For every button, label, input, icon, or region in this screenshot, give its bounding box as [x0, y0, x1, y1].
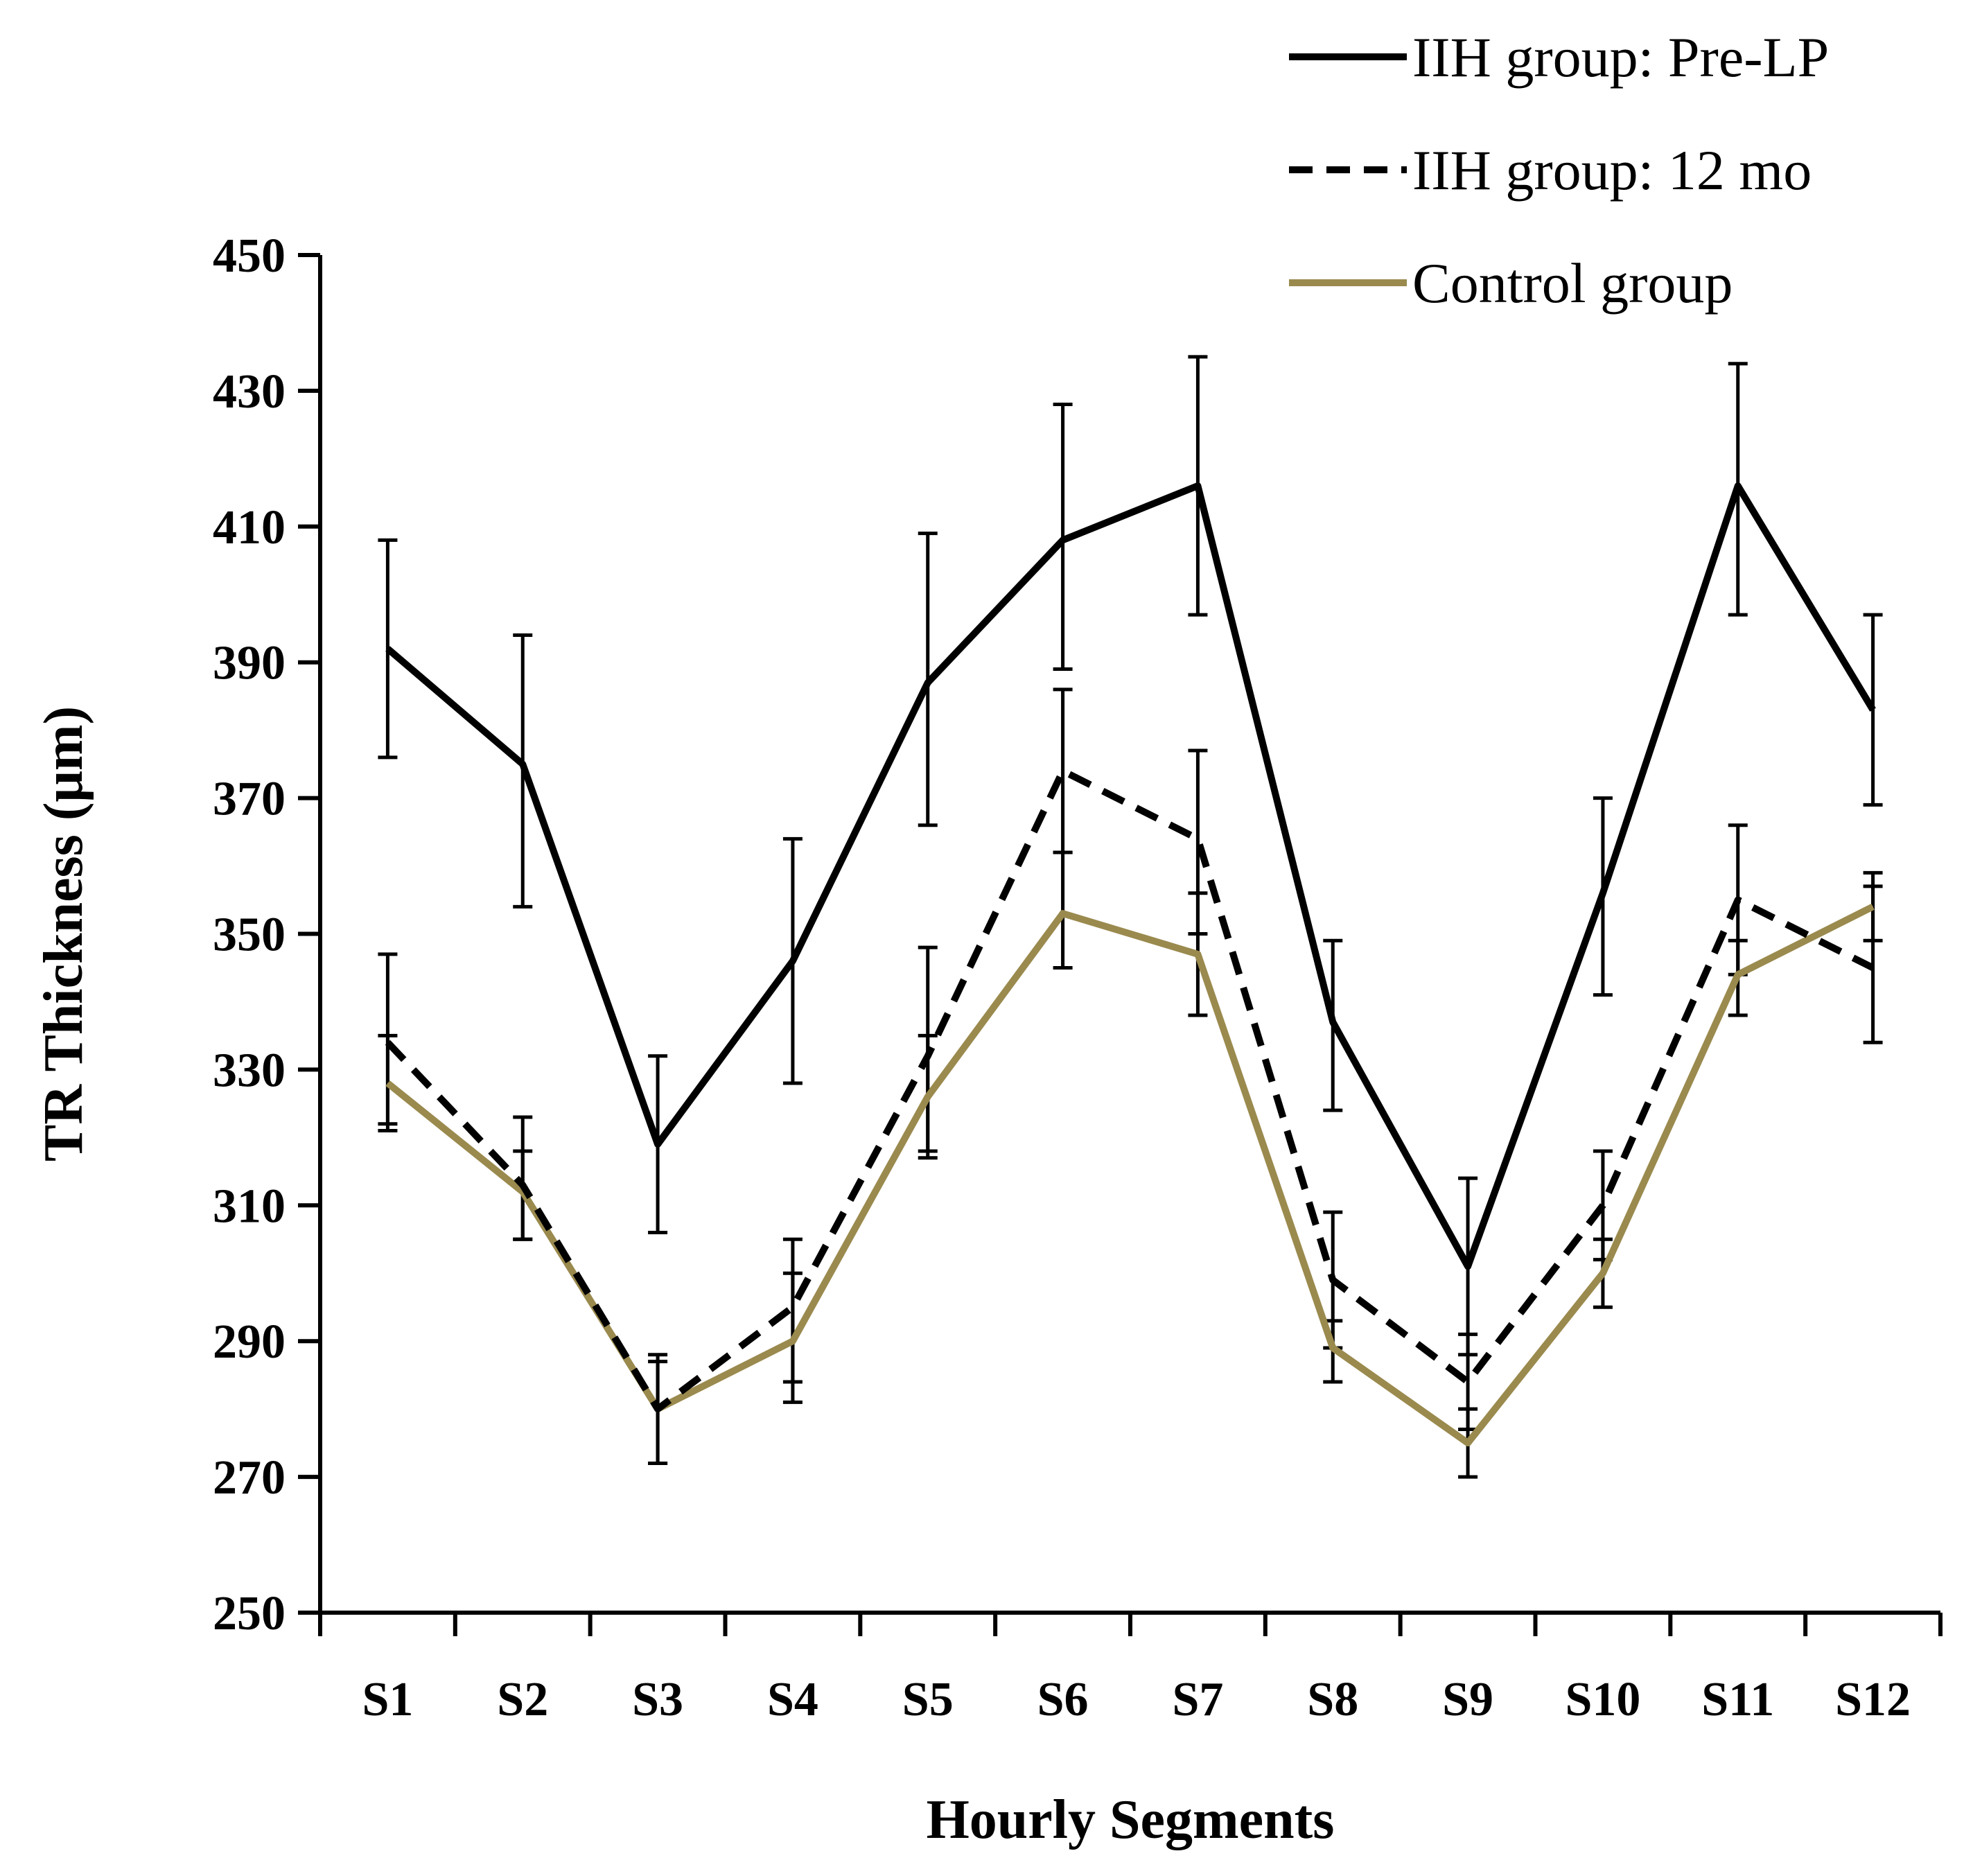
y-tick-label: 310: [213, 1180, 286, 1233]
x-category-label: S6: [1037, 1673, 1089, 1726]
y-tick-label: 430: [213, 365, 286, 419]
data-point: [927, 1096, 929, 1098]
y-tick-label: 250: [213, 1587, 286, 1640]
x-axis-title: Hourly Segments: [927, 1789, 1335, 1850]
x-category-label: S5: [902, 1673, 954, 1726]
y-tick-label: 410: [213, 501, 286, 554]
x-axis: S1 S2 S3 S4 S5 S6 S7 S8 S9 S10 S11 S12: [318, 1611, 1943, 1726]
error-bars: [378, 355, 1883, 1479]
data-point: [1602, 1272, 1604, 1274]
series-lines: [385, 482, 1876, 1447]
y-tick-label: 350: [213, 909, 286, 962]
y-tick-label: 270: [213, 1451, 286, 1505]
x-category-label: S9: [1442, 1673, 1493, 1726]
data-point: [387, 1082, 388, 1084]
series-line-1: [385, 482, 1876, 1270]
series-line-3: [385, 903, 1875, 1447]
legend-item-2: IIH group: 12 mo: [1289, 139, 1812, 202]
legend-item-3: Control group: [1289, 252, 1733, 315]
y-axis-title: TR Thickness (μm): [33, 706, 94, 1161]
data-point: [792, 1340, 793, 1342]
data-point: [792, 1306, 793, 1308]
x-category-label: S4: [767, 1673, 818, 1726]
legend-label: IIH group: 12 mo: [1412, 139, 1812, 202]
data-point: [387, 1042, 388, 1043]
x-category-label: S10: [1565, 1673, 1640, 1726]
y-tick-label: 370: [213, 773, 286, 826]
y-tick-label: 390: [213, 637, 286, 690]
x-category-label: S7: [1172, 1673, 1223, 1726]
x-category-label: S2: [497, 1673, 548, 1726]
data-point: [1062, 913, 1064, 914]
data-point: [1062, 539, 1064, 541]
legend: IIH group: Pre-LP IIH group: 12 mo Control…: [1289, 26, 1829, 315]
y-tick-label: 290: [213, 1315, 286, 1369]
data-point: [927, 1055, 929, 1057]
x-category-label: S3: [632, 1673, 683, 1726]
legend-item-1: IIH group: Pre-LP: [1289, 26, 1829, 89]
data-point: [1602, 1204, 1604, 1206]
data-point: [1737, 974, 1739, 975]
x-category-label: S8: [1307, 1673, 1358, 1726]
x-category-label: S11: [1701, 1673, 1774, 1726]
legend-label: IIH group: Pre-LP: [1412, 26, 1829, 89]
x-category-label: S1: [362, 1673, 413, 1726]
series-line-2: [385, 767, 1875, 1413]
y-axis: 250 270 290 310 330 350 370 390 410 430 450: [213, 229, 322, 1640]
legend-label: Control group: [1412, 252, 1733, 315]
x-category-label: S12: [1835, 1673, 1911, 1726]
y-tick-label: 450: [213, 229, 286, 283]
y-tick-label: 330: [213, 1044, 286, 1097]
